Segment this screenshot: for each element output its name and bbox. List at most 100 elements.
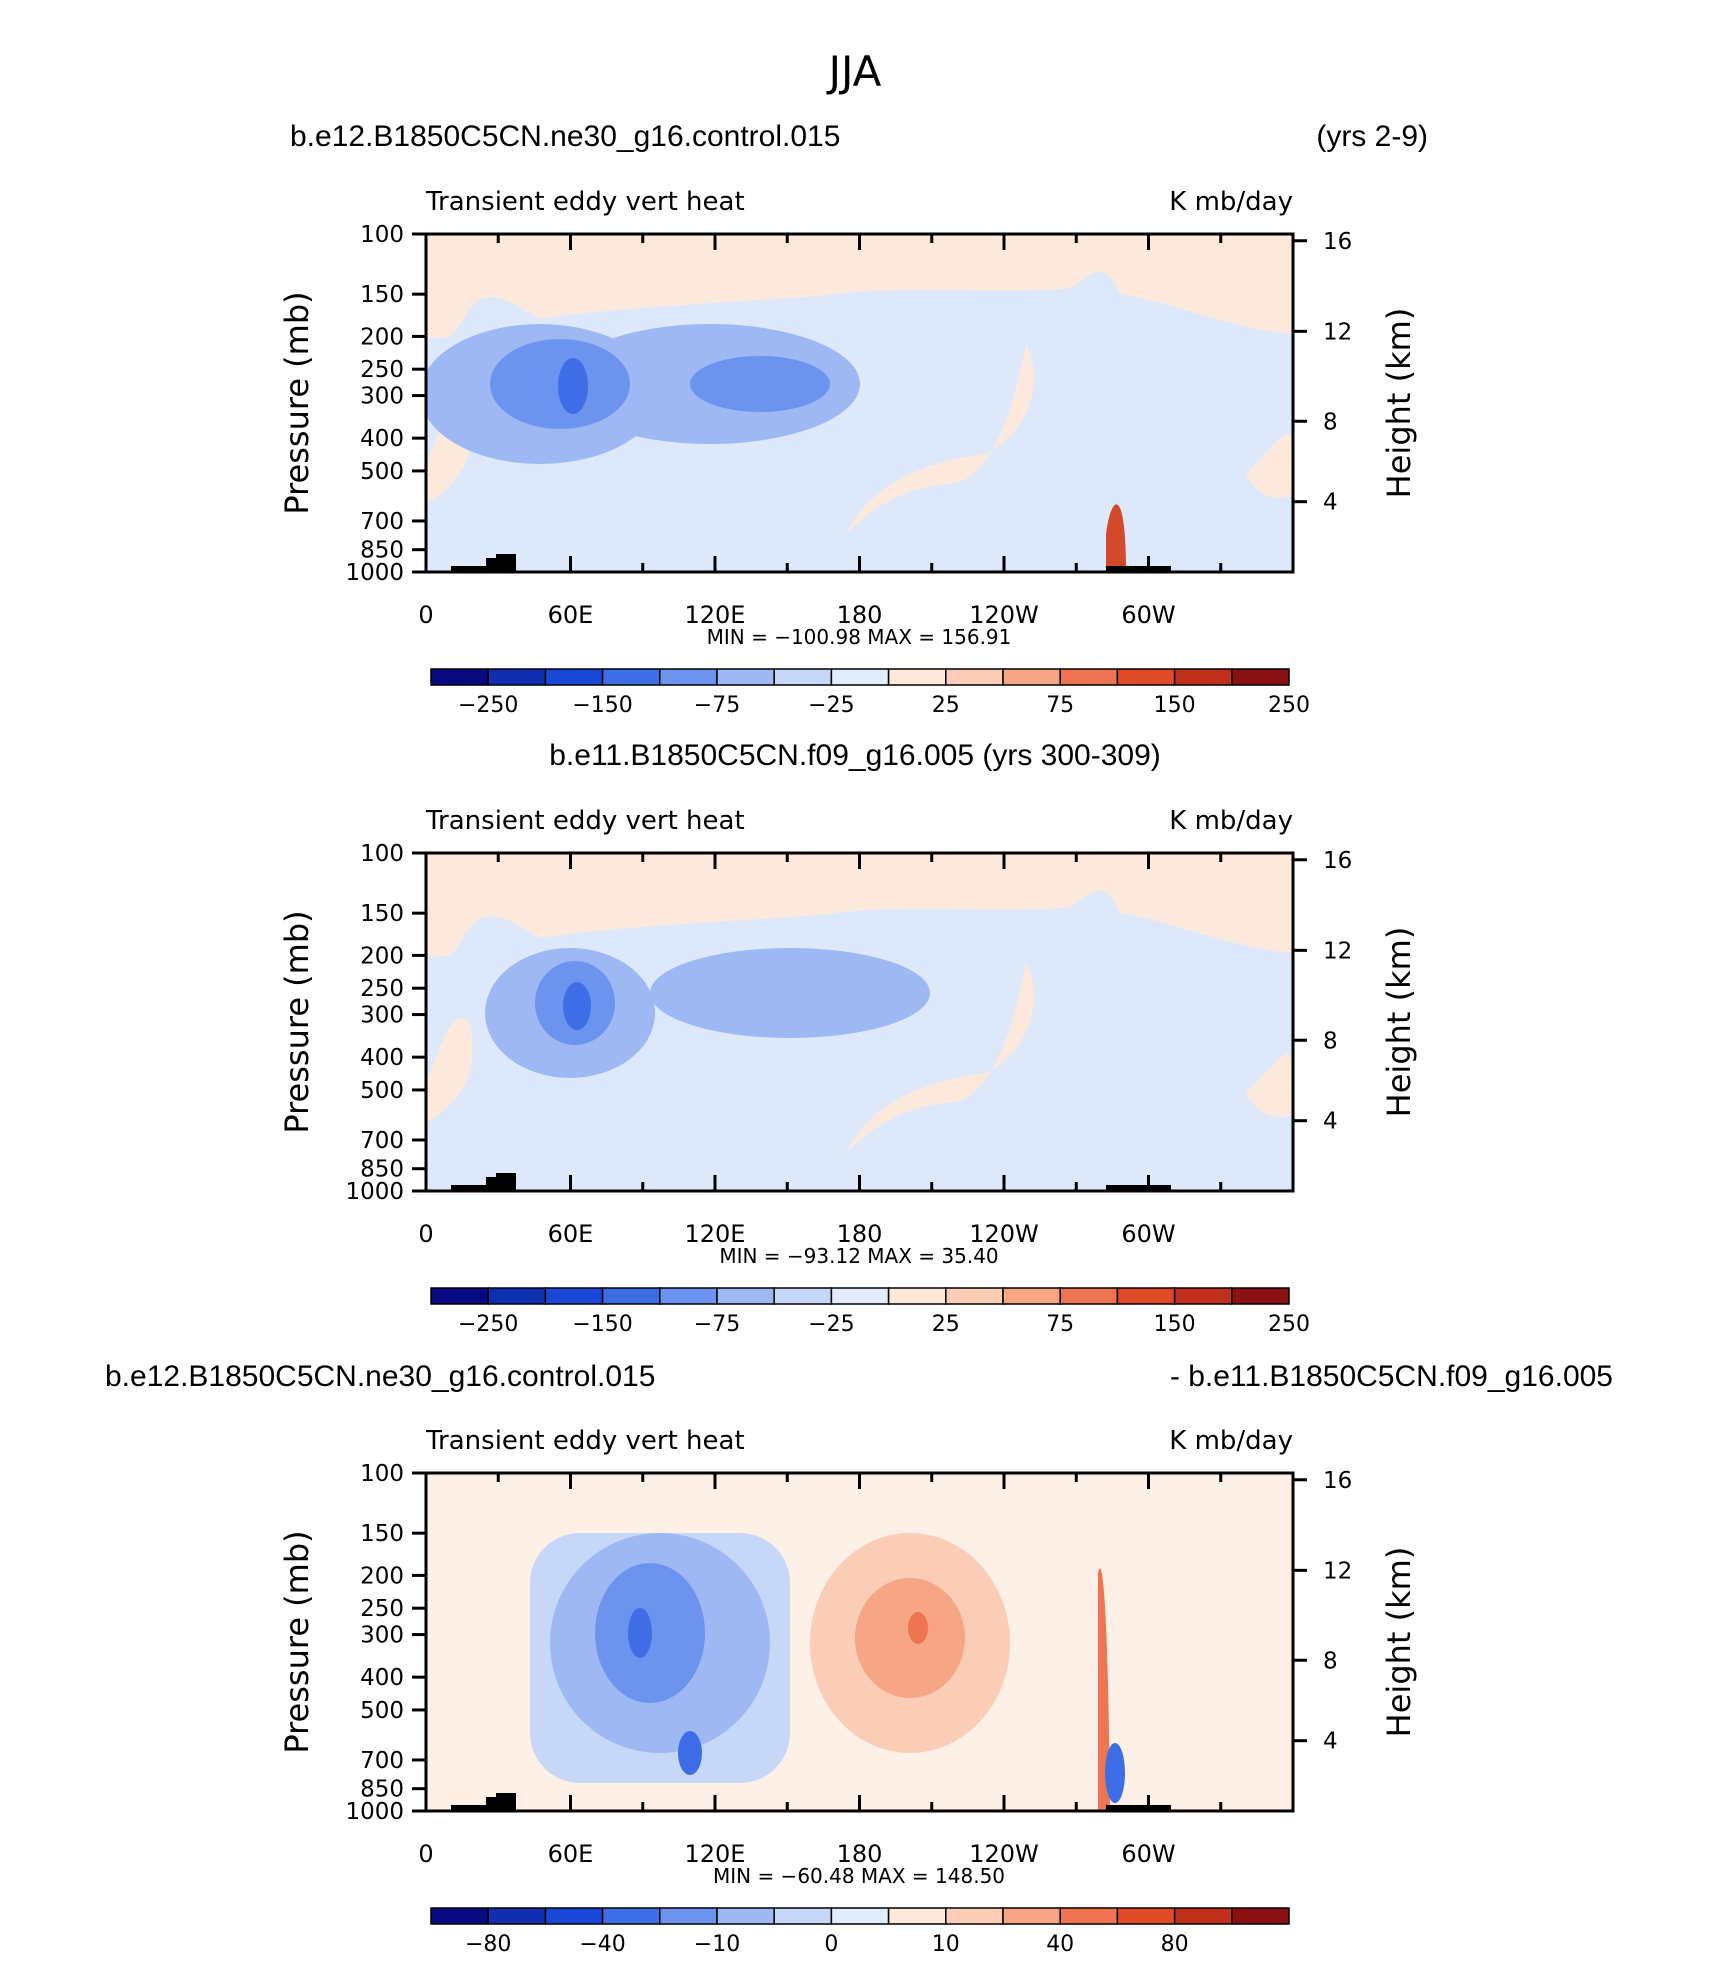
colorbar-swatch	[716, 668, 775, 686]
y-tick-label: 150	[360, 1521, 404, 1547]
y-tick-label: 200	[360, 943, 404, 969]
colorbar-swatch	[887, 1907, 947, 1925]
colorbar-swatch	[487, 1287, 547, 1305]
panel-1: b.e12.B1850C5CN.ne30_g16.control.015 (yrs…	[278, 120, 1428, 718]
y-tick-label-right: 16	[1323, 1468, 1352, 1494]
colorbar-swatch	[830, 1287, 890, 1305]
colorbar-swatch	[830, 668, 890, 686]
colorbar-label: 75	[1046, 693, 1074, 718]
y-axis-label: Pressure (mb)	[278, 1530, 316, 1753]
x-tick-label: 60E	[548, 1220, 594, 1248]
colorbar-label: 250	[1268, 693, 1310, 718]
panel-header-left: b.e12.B1850C5CN.ne30_g16.control.015	[290, 120, 840, 153]
colorbar-swatch	[945, 1907, 1004, 1925]
y-tick-label: 100	[360, 222, 404, 248]
colorbar-swatch	[773, 1287, 833, 1305]
colorbar-swatch	[1002, 668, 1061, 686]
y-tick-label: 250	[360, 357, 404, 383]
x-tick-label: 60W	[1121, 1220, 1175, 1248]
panel-3: b.e12.B1850C5CN.ne30_g16.control.015 - b.…	[105, 1360, 1613, 1957]
y-tick-label: 400	[360, 1665, 404, 1691]
y-tick-label: 700	[360, 1128, 404, 1154]
negative-core	[563, 982, 591, 1030]
colorbar-swatch	[601, 1907, 661, 1925]
y-tick-label: 400	[360, 426, 404, 452]
colorbar-swatch	[830, 1907, 890, 1925]
colorbar-swatch	[487, 1907, 547, 1925]
y-tick-label: 100	[360, 1461, 404, 1487]
colorbar-label: −75	[694, 693, 740, 718]
colorbar-swatch	[1059, 1287, 1119, 1305]
y-tick-label-right: 4	[1323, 1109, 1338, 1135]
y-tick-label: 500	[360, 459, 404, 485]
y-tick-label: 500	[360, 1078, 404, 1104]
y-tick-label-right: 16	[1323, 848, 1352, 874]
colorbar-swatch	[601, 668, 661, 686]
panel-units: K mb/day	[1169, 806, 1293, 836]
y-tick-label: 1000	[345, 1179, 404, 1205]
colorbar-swatch	[544, 1287, 604, 1305]
x-tick-label: 60E	[548, 601, 594, 629]
min-max-label: MIN = −100.98 MAX = 156.91	[707, 625, 1012, 649]
colorbar-swatch	[1231, 668, 1290, 686]
colorbar-label: 80	[1161, 1932, 1189, 1957]
colorbar-label: 10	[932, 1932, 960, 1957]
colorbar-swatch	[487, 668, 547, 686]
colorbar-label: −75	[694, 1312, 740, 1337]
terrain-andes	[1106, 566, 1171, 572]
positive-core	[908, 1612, 928, 1644]
warm-patch	[1246, 434, 1293, 498]
colorbar-swatch	[1002, 1907, 1061, 1925]
warm-patch	[1246, 1053, 1293, 1117]
negative-core	[628, 1608, 652, 1658]
x-tick-label: 0	[418, 601, 433, 629]
warm-patch	[426, 1018, 473, 1123]
x-tick-label: 120E	[685, 1220, 746, 1248]
panel-header-left: b.e12.B1850C5CN.ne30_g16.control.015	[105, 1360, 655, 1393]
negative-spike	[1105, 1743, 1125, 1803]
x-tick-label: 120W	[969, 1840, 1039, 1868]
colorbar-swatch	[1059, 668, 1119, 686]
y-axis-label-right: Height (km)	[1380, 1547, 1418, 1738]
y-tick-label: 850	[360, 1777, 404, 1803]
colorbar-swatch	[887, 668, 947, 686]
colorbar-swatch	[1231, 1907, 1290, 1925]
colorbar-swatch	[1059, 1907, 1119, 1925]
x-tick-label: 0	[418, 1220, 433, 1248]
colorbar-label: −150	[572, 693, 632, 718]
y-tick-label: 400	[360, 1045, 404, 1071]
colorbar-swatch	[1116, 1907, 1176, 1925]
colorbar-swatch	[430, 668, 489, 686]
colorbar-swatch	[773, 668, 833, 686]
colorbar-swatch	[716, 1907, 775, 1925]
colorbar-swatch	[1173, 1907, 1233, 1925]
positive-spike	[1106, 504, 1126, 572]
y-tick-label: 300	[360, 384, 404, 410]
colorbar-swatch	[544, 1907, 604, 1925]
y-tick-label: 250	[360, 976, 404, 1002]
x-tick-label: 60W	[1121, 1840, 1175, 1868]
x-tick-label: 120W	[969, 1220, 1039, 1248]
y-axis-label-right: Height (km)	[1380, 308, 1418, 499]
y-tick-label: 300	[360, 1623, 404, 1649]
min-max-label: MIN = −60.48 MAX = 148.50	[713, 1864, 1005, 1888]
panel-subtitle: Transient eddy vert heat	[425, 1426, 745, 1456]
warm-patch	[846, 344, 1034, 534]
y-tick-label: 150	[360, 901, 404, 927]
colorbar-swatch	[1173, 668, 1233, 686]
warm-patch	[846, 963, 1034, 1153]
y-tick-label: 200	[360, 1563, 404, 1589]
colorbar-label: 150	[1154, 693, 1196, 718]
y-tick-label-right: 12	[1323, 319, 1352, 345]
colorbar-label: −80	[465, 1932, 511, 1957]
y-tick-label-right: 8	[1323, 1648, 1338, 1674]
colorbar-label: 75	[1046, 1312, 1074, 1337]
colorbar-label: 150	[1154, 1312, 1196, 1337]
colorbar-swatch	[430, 1907, 489, 1925]
contour-field	[426, 1473, 1293, 1811]
colorbar-label: −25	[808, 693, 854, 718]
positive-region	[855, 1578, 965, 1698]
positive-spike	[1098, 1568, 1110, 1811]
colorbar-label: −250	[458, 1312, 518, 1337]
